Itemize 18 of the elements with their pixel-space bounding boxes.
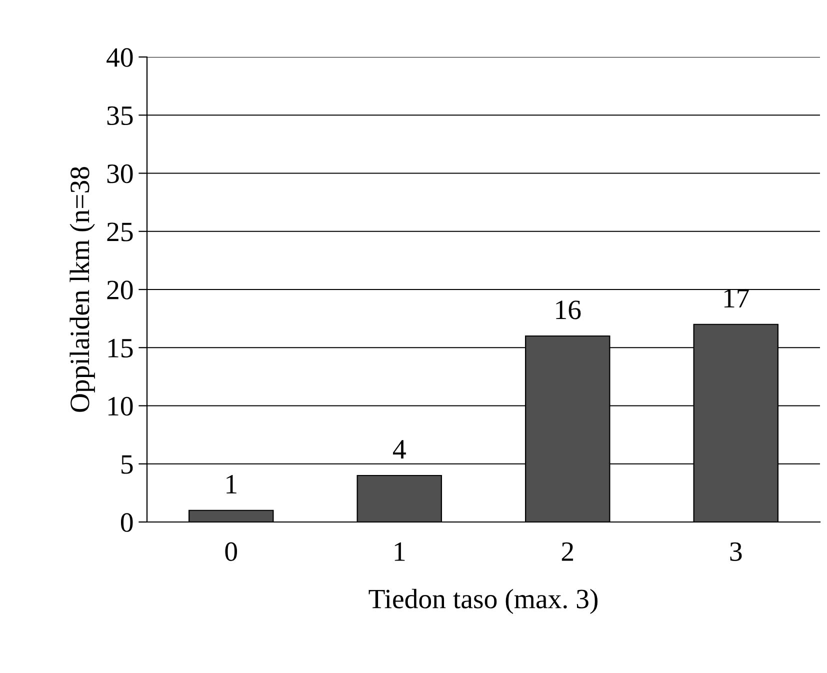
x-tick-label: 0 [225, 542, 238, 561]
y-tick-label: 30 [107, 164, 133, 184]
y-tick-label: 25 [107, 222, 133, 242]
y-tick-label: 15 [108, 338, 133, 358]
data-label: 16 [556, 300, 581, 320]
data-label: 1 [226, 475, 236, 494]
y-tick-label: 40 [106, 48, 133, 67]
x-axis-title: Tiedon taso (max. 3) [368, 588, 598, 614]
x-tick-label: 3 [730, 542, 742, 561]
y-tick-label: 5 [122, 455, 133, 474]
y-tick-label: 10 [108, 396, 133, 416]
y-tick-label: 20 [107, 280, 133, 300]
y-axis-title: Oppilaiden lkm (n=38 [70, 167, 95, 412]
x-tick-label: 2 [562, 542, 574, 561]
y-tick-label: 0 [120, 513, 133, 532]
data-label: 4 [392, 440, 406, 458]
x-tick-label: 1 [394, 542, 405, 561]
y-tick-label: 35 [107, 106, 133, 126]
